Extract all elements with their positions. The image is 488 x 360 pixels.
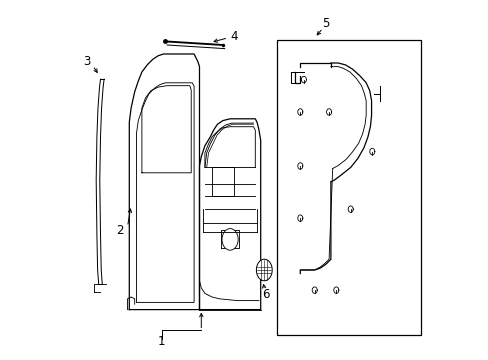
Text: 3: 3: [83, 55, 91, 68]
Text: 6: 6: [261, 288, 268, 301]
Text: 5: 5: [321, 17, 328, 30]
Ellipse shape: [222, 229, 238, 250]
Polygon shape: [256, 259, 272, 281]
Text: 4: 4: [229, 30, 237, 42]
Bar: [276, 40, 420, 335]
Text: 1: 1: [158, 335, 165, 348]
Text: 2: 2: [116, 224, 123, 237]
